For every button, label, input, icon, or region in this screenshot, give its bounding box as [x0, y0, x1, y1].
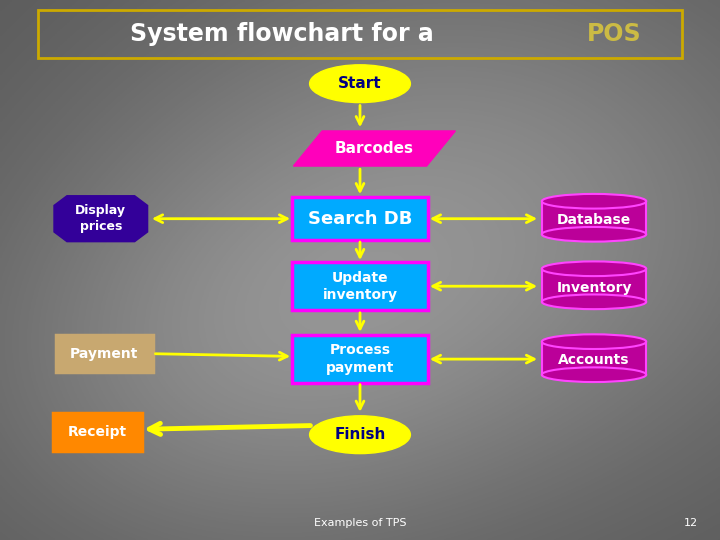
Ellipse shape	[541, 367, 647, 382]
Text: Examples of TPS: Examples of TPS	[314, 518, 406, 528]
Text: POS: POS	[587, 22, 642, 46]
Text: 12: 12	[684, 518, 698, 528]
FancyBboxPatch shape	[541, 342, 647, 375]
FancyBboxPatch shape	[541, 201, 647, 234]
FancyBboxPatch shape	[292, 197, 428, 240]
Text: Display
prices: Display prices	[76, 204, 126, 233]
FancyBboxPatch shape	[541, 269, 647, 302]
FancyBboxPatch shape	[56, 335, 153, 373]
Ellipse shape	[310, 65, 410, 103]
FancyBboxPatch shape	[53, 414, 142, 450]
Ellipse shape	[541, 261, 647, 276]
Text: Inventory: Inventory	[557, 281, 631, 295]
Ellipse shape	[541, 227, 647, 241]
Text: Search DB: Search DB	[308, 210, 412, 228]
Text: Receipt: Receipt	[68, 425, 127, 439]
Text: Process
payment: Process payment	[326, 343, 394, 375]
Text: Accounts: Accounts	[558, 354, 630, 368]
Ellipse shape	[310, 416, 410, 454]
Ellipse shape	[541, 294, 647, 309]
Text: Finish: Finish	[334, 427, 386, 442]
Text: Database: Database	[557, 213, 631, 227]
Text: Barcodes: Barcodes	[335, 141, 414, 156]
Text: Update
inventory: Update inventory	[323, 271, 397, 302]
Text: System flowchart for a: System flowchart for a	[130, 22, 441, 46]
FancyBboxPatch shape	[292, 335, 428, 383]
Ellipse shape	[541, 334, 647, 349]
Ellipse shape	[541, 194, 647, 208]
Text: Start: Start	[338, 76, 382, 91]
Text: Payment: Payment	[71, 347, 138, 361]
Polygon shape	[54, 195, 148, 241]
Polygon shape	[294, 131, 456, 166]
FancyBboxPatch shape	[292, 262, 428, 310]
